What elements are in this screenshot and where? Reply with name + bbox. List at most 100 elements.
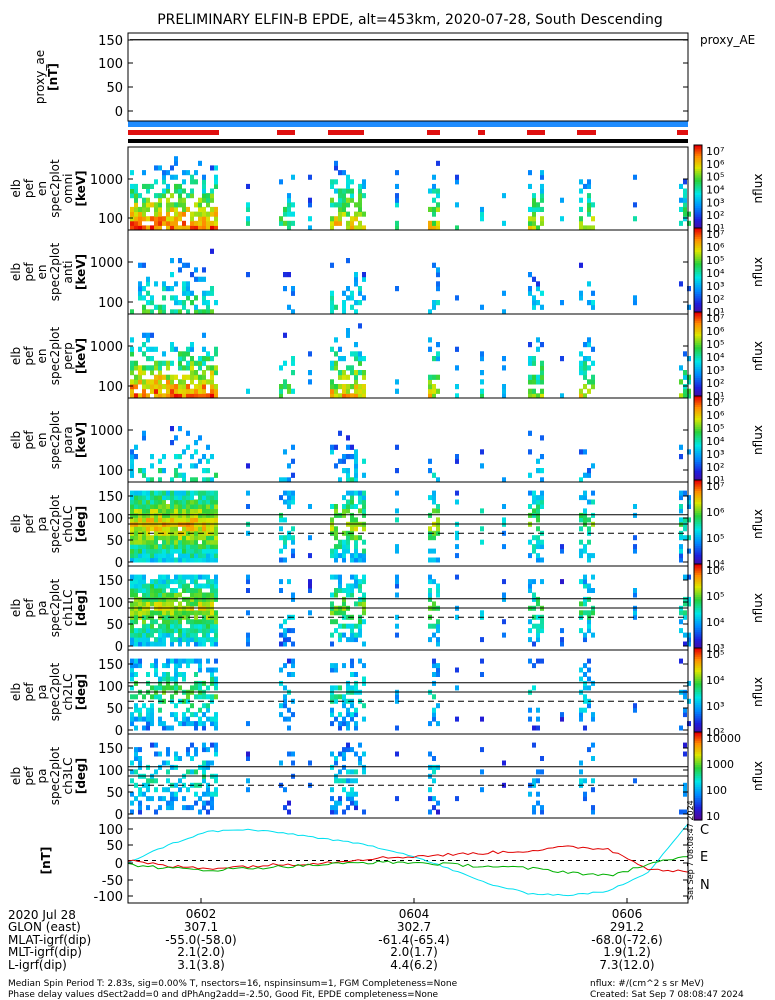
pitch-angle-cell [146, 592, 150, 598]
spectrogram-cell [633, 202, 637, 208]
spectrogram-cell [338, 193, 342, 199]
pitch-angle-cell [202, 574, 206, 580]
pitch-angle-cell [246, 641, 250, 647]
spectrogram-cell [587, 365, 591, 371]
orbit-bar-red-7 [677, 130, 688, 135]
spectrogram-cell [190, 342, 194, 348]
spectrogram-cell [134, 206, 138, 212]
pitch-angle-cell [587, 619, 591, 625]
spectrogram-cell [170, 440, 174, 446]
pitch-angle-cell [210, 512, 214, 518]
spectrogram-cell [432, 188, 436, 194]
pitch-angle-cell [395, 614, 399, 620]
pitch-angle-cell [178, 517, 182, 523]
pitch-angle-cell [358, 553, 362, 559]
pitch-angle-cell [202, 508, 206, 514]
pitch-angle-cell [683, 791, 687, 797]
spectrogram-cell [683, 211, 687, 217]
pitch-angle-cell [283, 805, 287, 811]
pitch-angle-cell [198, 499, 202, 505]
pitch-angle-cell [502, 579, 506, 585]
spectrogram-cell [455, 454, 459, 460]
spectrogram-cell [154, 165, 158, 171]
pitch-angle-cell [194, 530, 198, 536]
pitch-angle-cell [536, 495, 540, 501]
pitch-angle-cell [170, 548, 174, 554]
pitch-angle-cell [687, 641, 691, 647]
pitch-angle-cell [146, 628, 150, 634]
pitch-angle-cell [338, 583, 342, 589]
spectrogram-cell [502, 309, 506, 315]
pitch-angle-cell [162, 544, 166, 550]
y-axis-label: para [61, 426, 75, 453]
spectrogram-cell [142, 170, 146, 176]
pitch-angle-cell [166, 787, 170, 793]
pitch-angle-cell [291, 596, 295, 602]
pitch-angle-cell [142, 512, 146, 518]
pitch-angle-cell [134, 637, 138, 643]
pitch-angle-cell [146, 707, 150, 713]
spectrogram-cell [174, 281, 178, 287]
spectrogram-cell [206, 379, 210, 385]
spectrogram-cell [246, 220, 250, 226]
pitch-angle-cell [194, 579, 198, 585]
spectrogram-cell [346, 295, 350, 301]
pitch-angle-cell [210, 796, 214, 802]
pitch-angle-cell [158, 517, 162, 523]
pitch-angle-cell [162, 641, 166, 647]
spectrogram-cell [308, 379, 312, 385]
spectrogram-cell [579, 197, 583, 203]
pitch-angle-cell [362, 512, 366, 518]
spectrogram-cell [338, 170, 342, 176]
spectrogram-cell [683, 197, 687, 203]
pitch-angle-cell [162, 557, 166, 563]
spectrogram-cell [480, 393, 484, 399]
spectrogram-cell [134, 188, 138, 194]
spectrogram-cell [346, 183, 350, 189]
spectrogram-cell [583, 356, 587, 362]
pitch-angle-cell [194, 782, 198, 788]
pitch-angle-cell [214, 548, 218, 554]
spectrogram-cell [591, 225, 595, 231]
pitch-angle-cell [342, 610, 346, 616]
pitch-angle-cell [279, 526, 283, 532]
pitch-angle-cell [134, 579, 138, 585]
pitch-angle-cell [146, 641, 150, 647]
pitch-angle-cell [210, 596, 214, 602]
spectrogram-cell [346, 258, 350, 264]
pitch-angle-cell [480, 769, 484, 775]
spectrogram-cell [338, 477, 342, 483]
colorbar-segment [694, 201, 702, 205]
pitch-angle-cell [190, 596, 194, 602]
pitch-angle-cell [346, 504, 350, 509]
spectrogram-cell [279, 393, 283, 399]
spectrogram-cell [130, 365, 134, 371]
colorbar-segment [694, 302, 702, 306]
pitch-angle-cell [194, 544, 198, 550]
spectrogram-cell [174, 435, 178, 441]
pitch-angle-cell [432, 579, 436, 585]
pitch-angle-cell [540, 619, 544, 625]
spectrogram-cell [528, 430, 532, 436]
spectrogram-cell [202, 197, 206, 203]
pitch-angle-cell [679, 658, 683, 664]
spectrogram-cell [202, 454, 206, 460]
pitch-angle-cell [174, 596, 178, 602]
pitch-angle-cell [170, 579, 174, 585]
pitch-angle-cell [587, 747, 591, 753]
spectrogram-cell [330, 444, 334, 450]
pitch-angle-cell [480, 716, 484, 722]
spectrogram-cell [330, 304, 334, 310]
pitch-angle-cell [158, 610, 162, 616]
pitch-angle-cell [150, 694, 154, 700]
pitch-angle-cell [633, 707, 637, 713]
spectrogram-cell [291, 211, 295, 217]
spectrogram-cell [358, 183, 362, 189]
spectrogram-cell [154, 360, 158, 366]
pitch-angle-cell [279, 579, 283, 585]
pitch-angle-cell [166, 508, 170, 514]
pitch-angle-cell [206, 574, 210, 580]
spectrogram-cell [540, 477, 544, 483]
spectrogram-cell [154, 379, 158, 385]
colorbar-segment [694, 168, 702, 172]
